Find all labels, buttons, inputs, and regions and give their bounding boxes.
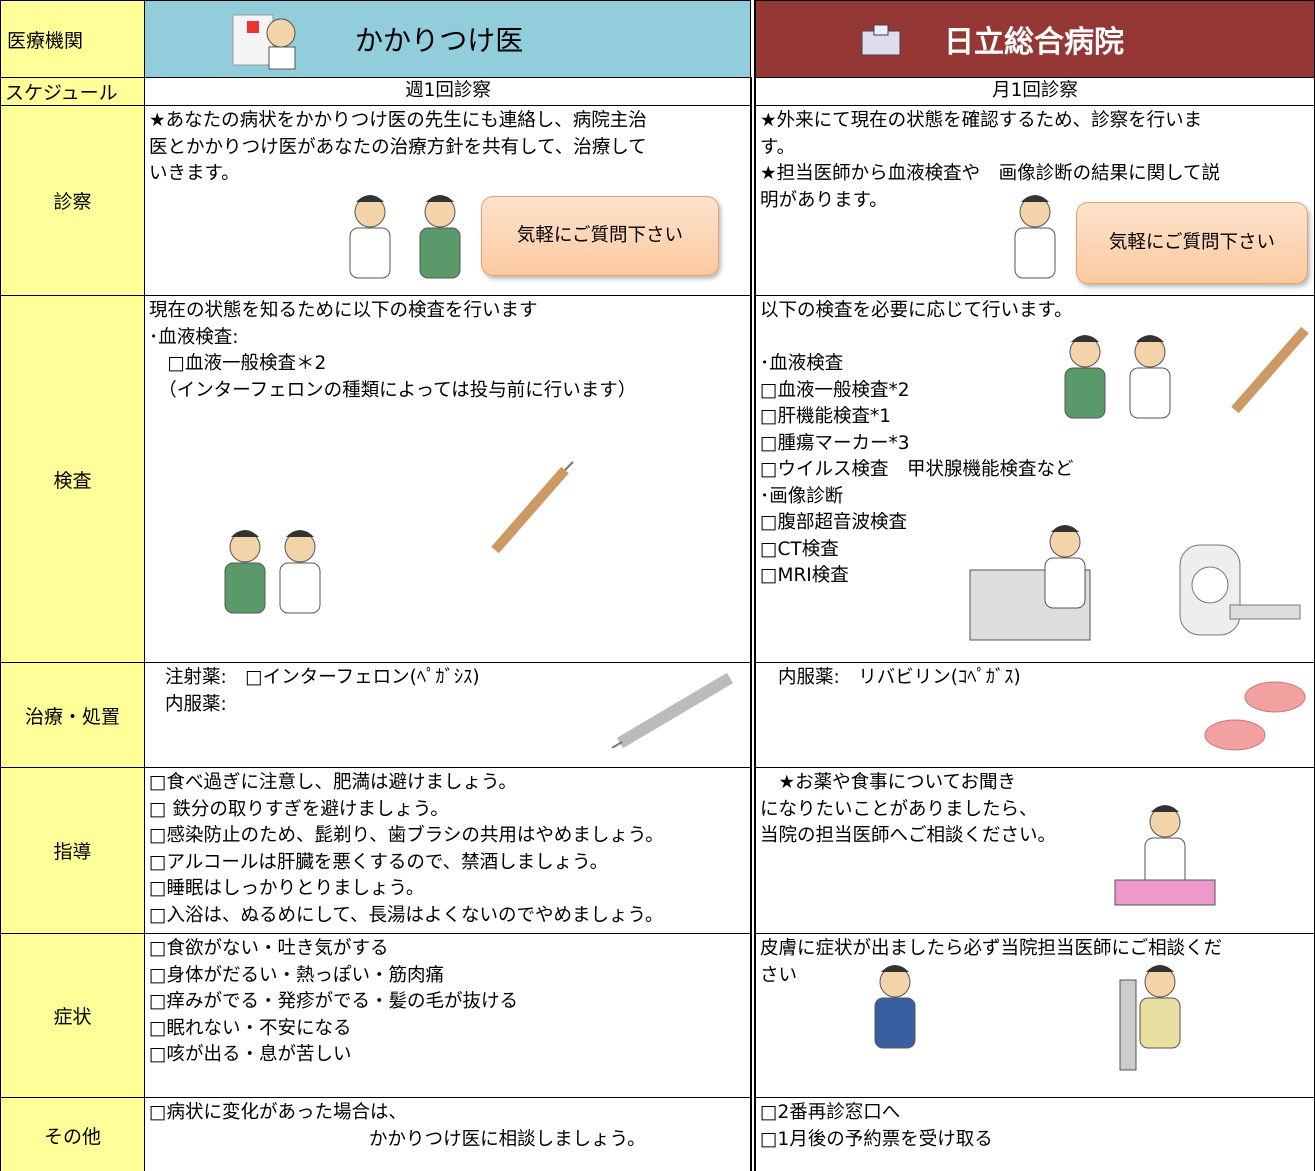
clinic-line: □アルコールは肝臓を悪くするので、禁酒しましょう。 <box>149 851 609 873</box>
hospital-line: □1月後の予約票を受け取る <box>760 1128 993 1150</box>
clinic-line: □入浴は、ぬるめにして、長湯はよくないのでやめましょう。 <box>149 904 664 926</box>
hospital-line: □腹部超音波検査 <box>760 512 907 533</box>
row-label: スケジュール <box>0 77 145 106</box>
hospital-line: 月1回診察 <box>992 80 1078 101</box>
injection-illustration <box>611 672 734 748</box>
clinic-line: 医とかかりつけ医があなたの治療方針を共有して、治療して <box>149 136 647 158</box>
clinic-line: ･血液検査: <box>149 326 239 348</box>
doctor-illustration <box>1014 195 1056 279</box>
clinic-cell: □食べ過ぎに注意し、肥満は避けましょう。 □ 鉄分の取りすぎを避けましょう。 □感染… <box>144 767 752 934</box>
scale-illustration <box>1119 965 1181 1071</box>
clinic-line: □痒みがでる・発疹がでる・髪の毛が抜ける <box>149 991 518 1012</box>
clinic-line: □病状に変化があった場合は、 <box>149 1102 407 1123</box>
clinic-line: □ 鉄分の取りすぎを避けましょう。 <box>149 798 449 820</box>
hospital-line: □ウイルス検査 甲状腺機能検査など <box>760 459 1074 480</box>
clinic-line: 内服薬: <box>165 693 227 715</box>
row-label: 指導 <box>0 767 145 934</box>
hospital-line: □CT検査 <box>760 538 839 560</box>
header-label: 医療機関 <box>0 0 145 78</box>
hospital-cell: 月1回診察 <box>755 77 1315 106</box>
hospital-blood-test-illustration <box>1064 335 1171 419</box>
clinic-line: いきます。 <box>149 163 240 184</box>
clinic-line: かかりつけ医に相談しましょう。 <box>369 1128 646 1150</box>
row-label: 診察 <box>0 105 145 296</box>
hospital-cell: □2番再診窓口へ □1月後の予約票を受け取る <box>755 1097 1315 1171</box>
exam-illustration <box>349 195 461 279</box>
row-label: 症状 <box>0 933 145 1098</box>
clinic-cell: 現在の状態を知るために以下の検査を行います ･血液検査: □血液一般検査＊2 （イ… <box>144 295 752 663</box>
clinic-cell: □病状に変化があった場合は、かかりつけ医に相談しましょう。 <box>144 1097 752 1171</box>
clinic-line: □身体がだるい・熱っぽい・筋肉痛 <box>149 964 444 986</box>
pill-illustration <box>1204 681 1306 751</box>
hospital-line: になりたいことがありましたら、 <box>760 798 1038 820</box>
hospital-icon <box>861 24 901 56</box>
clinic-cell: ★あなたの病状をかかりつけ医の先生にも連絡し、病院主治 医とかかりつけ医があなたの… <box>144 105 752 296</box>
ultrasound-illustration <box>969 525 1091 641</box>
clinic-line: 注射薬: □インターフェロン(ﾍﾟｶﾞｼｽ) <box>165 667 480 688</box>
hospital-line: 当院の担当医師へご相談ください。 <box>760 825 1057 846</box>
hospital-header: 日立総合病院 <box>755 0 1315 78</box>
clinic-icon <box>232 14 296 70</box>
clinic-cell: 週1回診察 <box>144 77 752 106</box>
hospital-line: □血液一般検査*2 <box>760 379 910 401</box>
clinic-line: 週1回診察 <box>405 80 491 101</box>
hospital-cell: 皮膚に症状が出ましたら必ず当院担当医師にご相談くだ さい <box>755 933 1315 1098</box>
nurse-illustration <box>1114 805 1216 906</box>
hospital-line: □肝機能検査*1 <box>760 406 891 427</box>
hospital-line: □腫瘍マーカー*3 <box>760 432 910 454</box>
clinic-line: （インターフェロンの種類によっては投与前に行います） <box>149 379 637 401</box>
hospital-line: □MRI検査 <box>760 565 849 586</box>
clinic-line: □感染防止のため、髭剃り、歯ブラシの共用はやめましょう。 <box>149 825 664 846</box>
mri-illustration <box>1179 544 1301 636</box>
blood-test-illustration <box>224 530 321 614</box>
hospital-line: ★担当医師から血液検査や 画像診断の結果に関して説 <box>760 163 1221 184</box>
patient-illustration <box>874 965 916 1049</box>
row-label: 治療・処置 <box>0 662 145 768</box>
hospital-line: 明があります。 <box>760 189 888 211</box>
hospital-line: ★お薬や食事についてお聞き <box>760 772 1016 793</box>
clinic-line: □睡眠はしっかりとりましょう。 <box>149 878 425 899</box>
hospital-line: ･画像診断 <box>760 485 844 507</box>
hospital-line: 皮膚に症状が出ましたら必ず当院担当医師にご相談くだ <box>760 938 1223 959</box>
hospital-line: す。 <box>760 136 796 158</box>
clinic-line: □血液一般検査＊2 <box>149 353 327 374</box>
hospital-cell: ★お薬や食事についてお聞きになりたいことがありましたら、 当院の担当医師へご相談く… <box>755 767 1315 934</box>
syringe-illustration <box>491 461 574 554</box>
clinic-note: 気軽にご質問下さい <box>481 196 719 276</box>
clinic-line: ★あなたの病状をかかりつけ医の先生にも連絡し、病院主治 <box>149 110 647 131</box>
row-label: 検査 <box>0 295 145 663</box>
clinic-line: □食欲がない・吐き気がする <box>149 938 389 959</box>
hospital-line: ･血液検査 <box>760 353 844 374</box>
clinic-title: かかりつけ医 <box>355 24 524 57</box>
hospital-title: 日立総合病院 <box>944 25 1124 60</box>
hospital-syringe-illustration <box>1231 326 1309 414</box>
hospital-line: 以下の検査を必要に応じて行います。 <box>760 300 1073 321</box>
hospital-line: さい <box>760 964 798 986</box>
clinic-header: かかりつけ医 <box>144 0 752 78</box>
hospital-line: ★外来にて現在の状態を確認するため、診察を行いま <box>760 110 1203 131</box>
double-rule <box>750 0 755 1171</box>
clinic-line: 現在の状態を知るために以下の検査を行います <box>149 300 538 321</box>
hospital-line: □2番再診窓口へ <box>760 1102 901 1123</box>
clinic-line: □食べ過ぎに注意し、肥満は避けましょう。 <box>149 772 517 793</box>
hospital-line: 内服薬: リバビリン(ｺﾍﾟｶﾞｽ) <box>778 667 1021 688</box>
clinic-cell: □食欲がない・吐き気がする □身体がだるい・熱っぽい・筋肉痛 □痒みがでる・発疹がで… <box>144 933 752 1098</box>
clinic-line: □咳が出る・息が苦しい <box>149 1044 352 1065</box>
row-label: その他 <box>0 1097 145 1171</box>
clinic-line: □眠れない・不安になる <box>149 1017 352 1039</box>
hospital-note: 気軽にご質問下さい <box>1076 202 1308 284</box>
